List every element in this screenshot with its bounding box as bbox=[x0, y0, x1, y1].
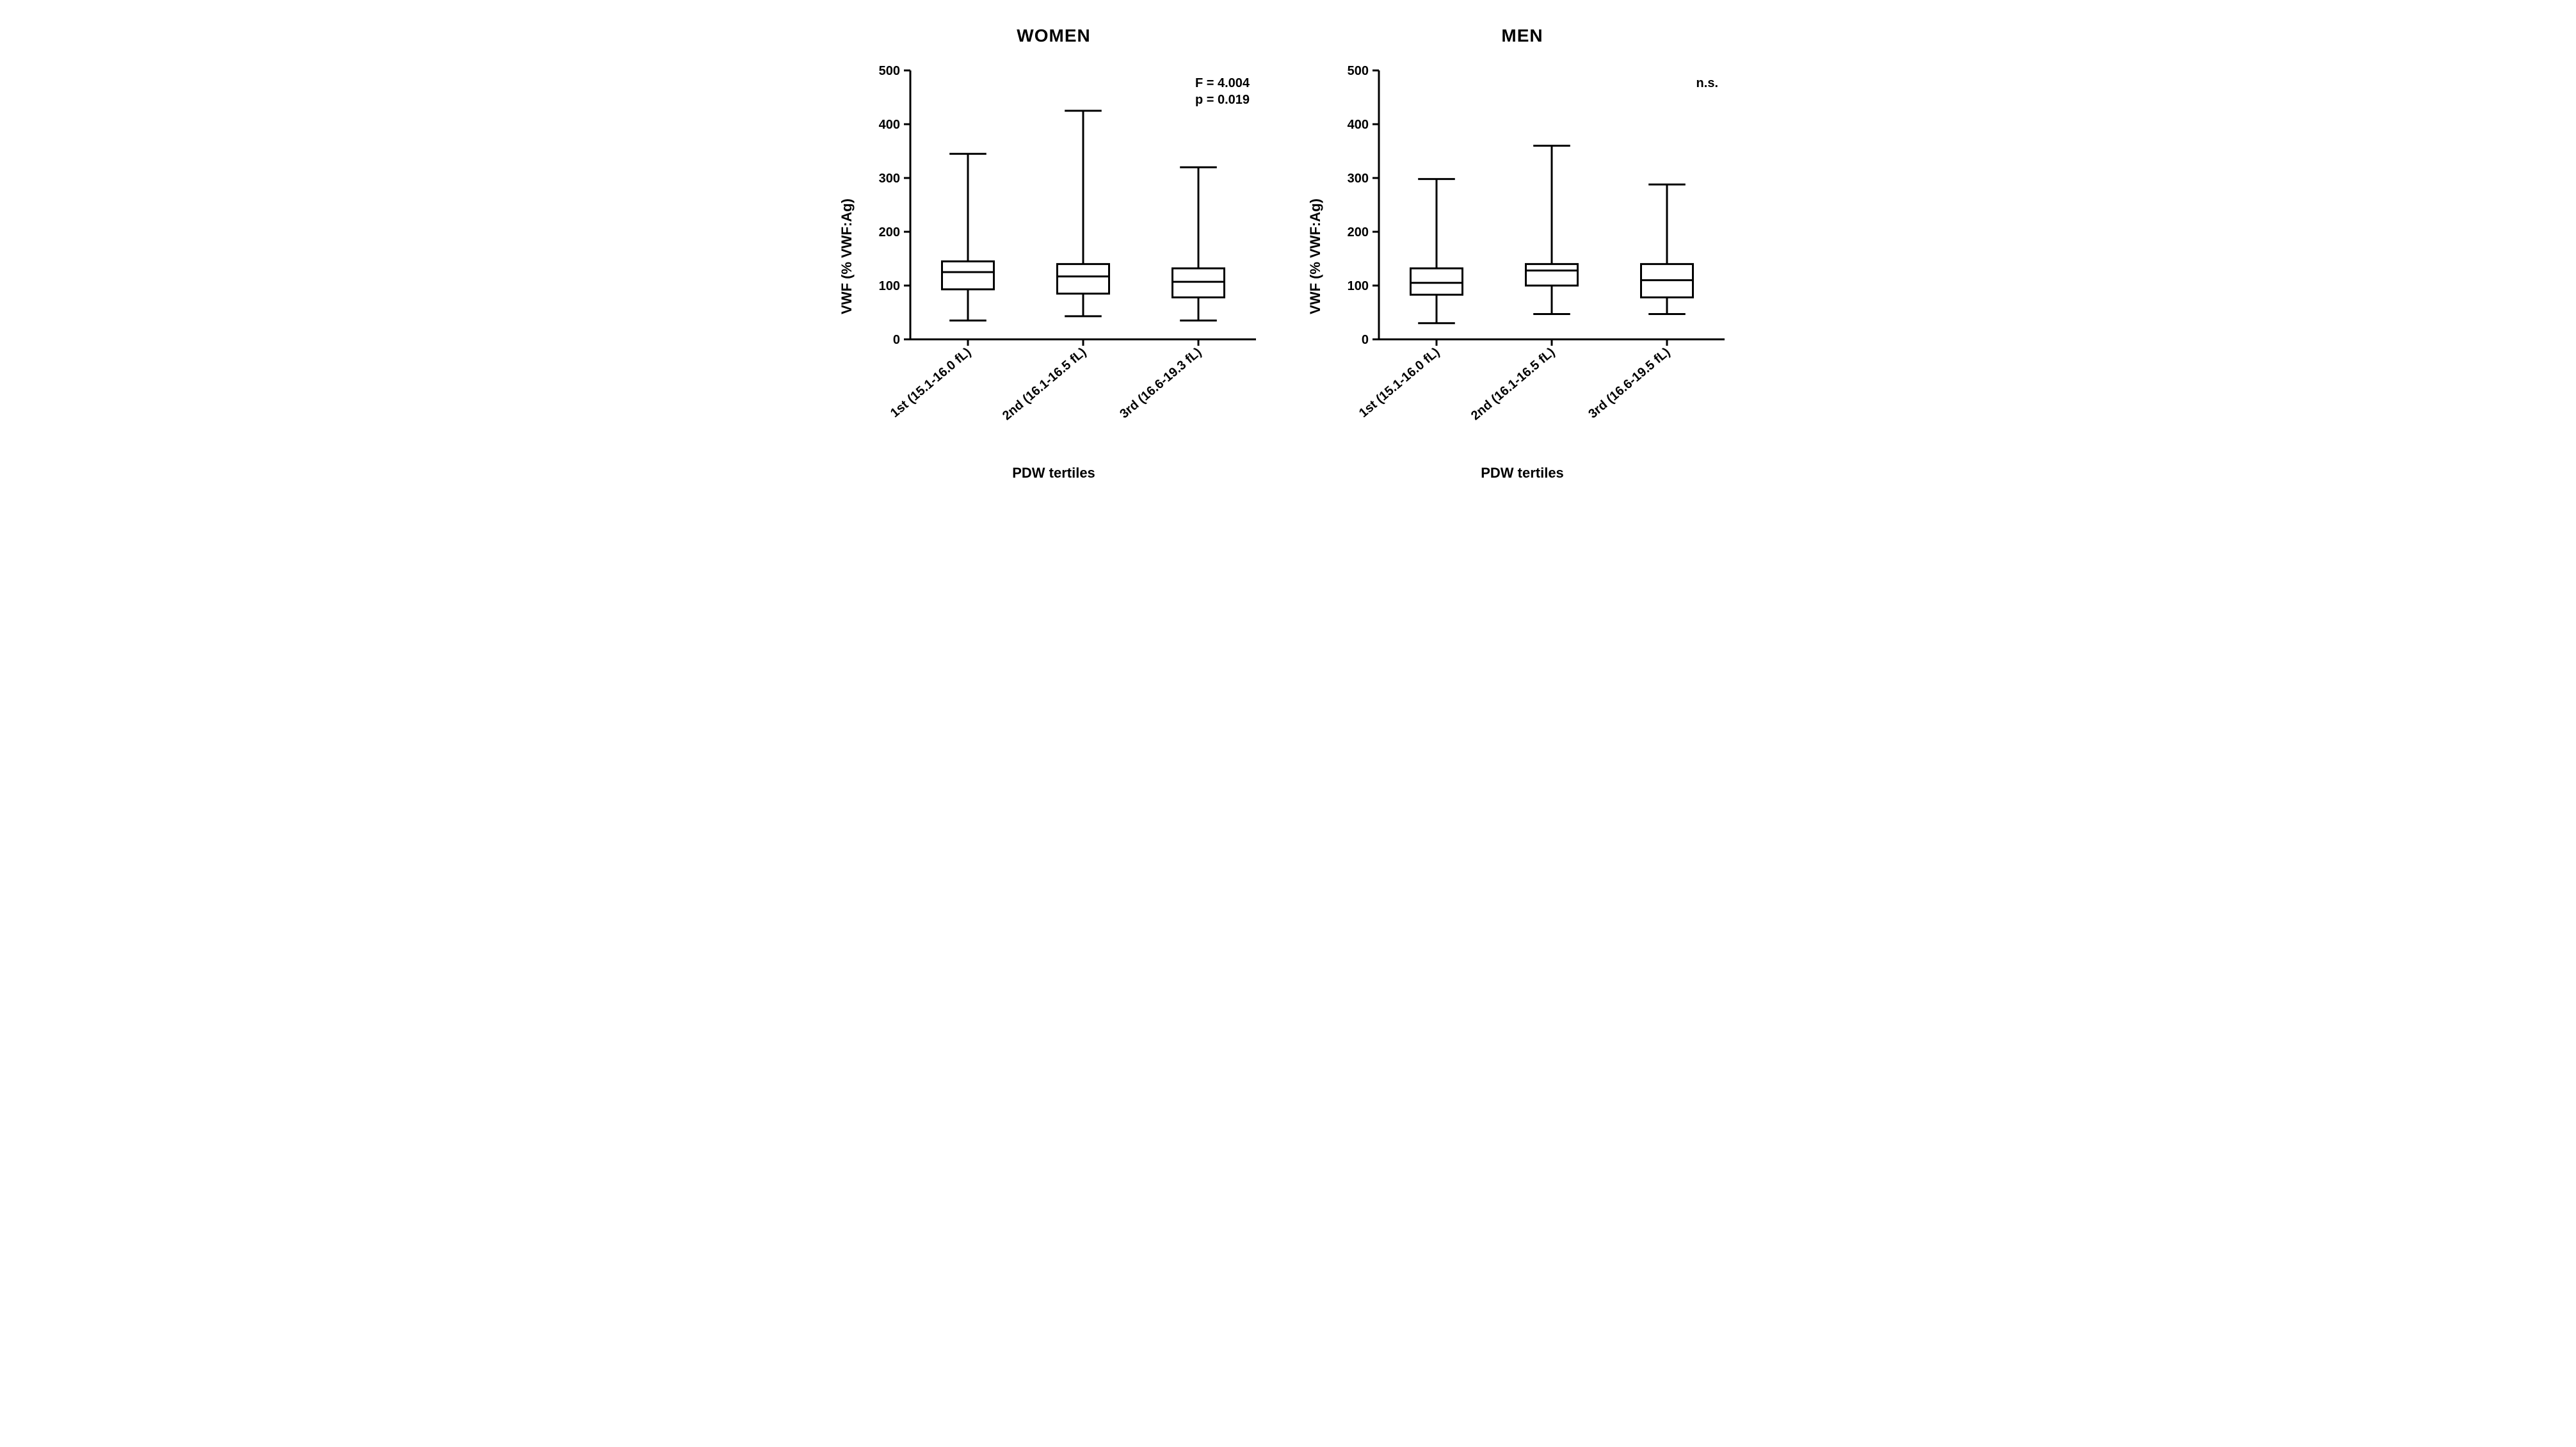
y-tick-label: 300 bbox=[1348, 172, 1369, 186]
y-tick-label: 400 bbox=[1348, 118, 1369, 132]
x-axis-label: PDW tertiles bbox=[1481, 465, 1564, 481]
panel-title: WOMEN bbox=[1017, 26, 1090, 46]
y-tick-label: 100 bbox=[1348, 279, 1369, 293]
stat-annotation: F = 4.004 bbox=[1195, 76, 1250, 90]
boxplot-group bbox=[1641, 184, 1693, 314]
boxplot-group bbox=[1173, 167, 1225, 320]
boxplot-group bbox=[1411, 179, 1463, 323]
x-axis-label: PDW tertiles bbox=[1012, 465, 1095, 481]
boxplot-group bbox=[942, 154, 994, 320]
x-tick-label: 1st (15.1-16.0 fL) bbox=[1356, 345, 1442, 421]
y-tick-label: 300 bbox=[879, 172, 900, 186]
boxplot-group bbox=[1526, 146, 1578, 314]
y-tick-label: 0 bbox=[893, 333, 900, 347]
boxplot-svg: 0 100 200 300 400 500 1st (15.1-16.0 fL) 2nd (1… bbox=[1328, 58, 1737, 455]
x-tick-label: 2nd (16.1-16.5 fL) bbox=[1000, 345, 1089, 423]
y-tick-label: 500 bbox=[879, 64, 900, 78]
plot-row: VWF (% VWF:Ag) 0 100 200 300 400 500 1st (15.1-… bbox=[1307, 58, 1737, 455]
y-axis-label: VWF (% VWF:Ag) bbox=[1307, 198, 1324, 314]
plot-row: VWF (% VWF:Ag) 0 100 200 300 400 500 1st (15.1-… bbox=[839, 58, 1269, 455]
panel-women: WOMEN VWF (% VWF:Ag) 0 100 200 300 400 500 1st (… bbox=[839, 26, 1269, 481]
figure: WOMEN VWF (% VWF:Ag) 0 100 200 300 400 500 1st (… bbox=[0, 0, 2576, 507]
y-tick-label: 200 bbox=[1348, 225, 1369, 239]
y-axis-label: VWF (% VWF:Ag) bbox=[839, 198, 855, 314]
boxplot-group bbox=[1058, 111, 1109, 316]
x-tick-label: 1st (15.1-16.0 fL) bbox=[888, 345, 974, 421]
box-rect bbox=[942, 261, 994, 289]
stat-annotation: p = 0.019 bbox=[1195, 93, 1250, 107]
x-tick-label: 3rd (16.6-19.5 fL) bbox=[1586, 345, 1673, 421]
x-tick-label: 3rd (16.6-19.3 fL) bbox=[1117, 345, 1204, 421]
box-rect bbox=[1058, 264, 1109, 293]
y-tick-label: 400 bbox=[879, 118, 900, 132]
box-rect bbox=[1526, 264, 1578, 286]
panel-men: MEN VWF (% VWF:Ag) 0 100 200 300 400 500 1st (15… bbox=[1307, 26, 1737, 481]
y-tick-label: 500 bbox=[1348, 64, 1369, 78]
y-tick-label: 100 bbox=[879, 279, 900, 293]
box-rect bbox=[1411, 268, 1463, 295]
y-tick-label: 0 bbox=[1362, 333, 1369, 347]
x-tick-label: 2nd (16.1-16.5 fL) bbox=[1469, 345, 1558, 423]
y-tick-label: 200 bbox=[879, 225, 900, 239]
stat-annotation: n.s. bbox=[1696, 76, 1718, 90]
boxplot-svg: 0 100 200 300 400 500 1st (15.1-16.0 fL) 2nd (1… bbox=[859, 58, 1269, 455]
box-rect bbox=[1173, 268, 1225, 297]
panel-title: MEN bbox=[1501, 26, 1543, 46]
